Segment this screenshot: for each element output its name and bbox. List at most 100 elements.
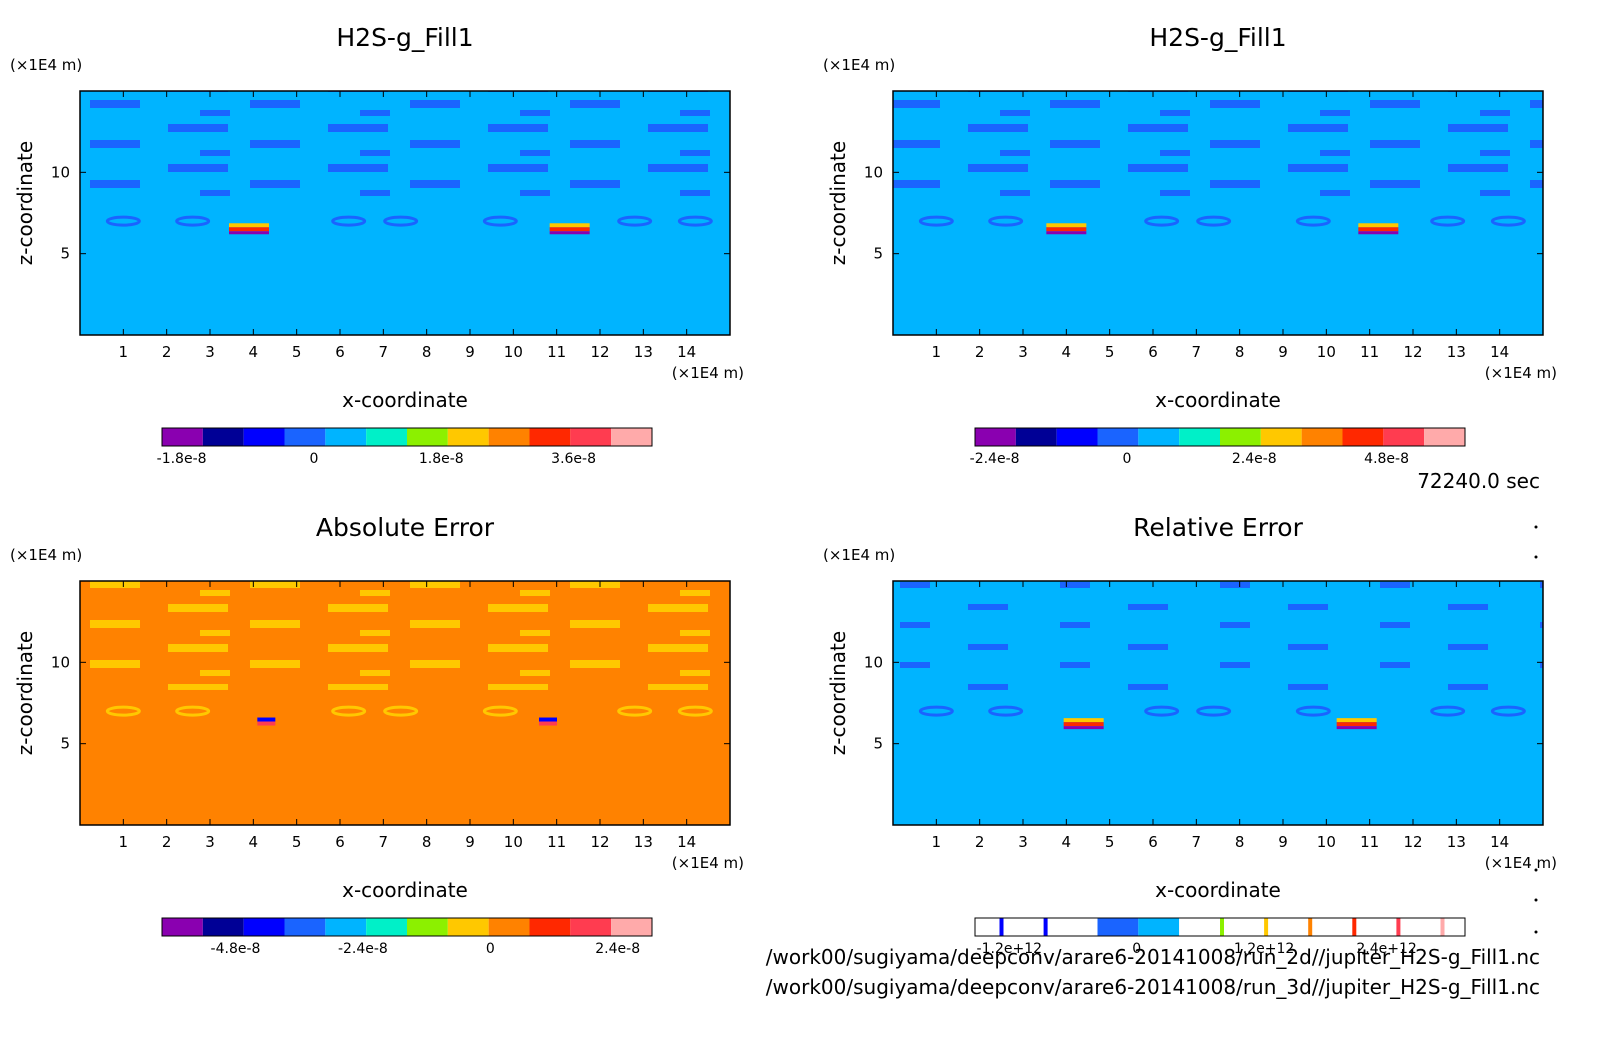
x-tick-label: 14	[677, 343, 696, 361]
x-tick-label: 11	[547, 343, 566, 361]
x-tick-label: 7	[1192, 833, 1202, 851]
contour-blob	[918, 705, 954, 717]
colorbar-swatch	[407, 918, 448, 936]
file-path-3d: /work00/sugiyama/deepconv/arare6-2014100…	[766, 975, 1540, 999]
colorbar-swatch	[1260, 428, 1302, 446]
contour-blob	[482, 215, 518, 227]
colorbar-swatch	[975, 428, 1016, 446]
x-tick-label: 13	[1447, 343, 1466, 361]
x-tick-label: 1	[119, 833, 129, 851]
colorbar-swatch	[1342, 918, 1384, 936]
contour-blob	[383, 215, 419, 227]
contour-blob	[1430, 705, 1466, 717]
x-tick-label: 6	[1148, 833, 1158, 851]
feature-hot-base	[1358, 231, 1399, 235]
colorbar-swatch	[243, 918, 285, 936]
x-tick-label: 4	[249, 343, 259, 361]
feature-hot-mid	[229, 227, 269, 232]
plot-frame	[79, 90, 731, 336]
x-axis-label: x-coordinate	[342, 878, 468, 902]
contour-blob	[677, 705, 713, 717]
colorbar-tick-label: 1.8e-8	[419, 451, 464, 467]
colorbar-tick-label: -1.2e+12	[977, 941, 1042, 957]
contour-blob	[617, 215, 653, 227]
colorbar-swatch	[1015, 428, 1057, 446]
y-unit-label: (×1E4 m)	[823, 56, 895, 74]
panel-title: H2S-g_Fill1	[336, 23, 473, 52]
feature-hot-top	[1046, 223, 1087, 228]
feature-hot-mid	[1336, 722, 1377, 727]
panel-bottom-left: Absolute Error(×1E4 m)1 2 3 4 5 6 7 8 9 10 11 12 13 1…	[10, 513, 744, 957]
x-tick-label: 9	[1278, 343, 1288, 361]
colorbar-frame	[161, 917, 653, 937]
colorbar-tick-label: 0	[309, 451, 318, 467]
contour-blob	[175, 705, 211, 717]
colorbar-swatch	[975, 918, 1016, 936]
colorbar-swatch	[488, 918, 530, 936]
x-tick-label: 3	[205, 833, 215, 851]
x-tick-label: 7	[379, 343, 389, 361]
x-tick-label: 4	[249, 833, 259, 851]
x-tick-label: 8	[1235, 343, 1245, 361]
x-tick-label: 12	[590, 343, 609, 361]
colorbar-swatch	[243, 428, 285, 446]
y-axis-label: z-coordinate	[13, 141, 37, 265]
x-tick-label: 14	[1490, 343, 1509, 361]
x-tick-label: 2	[975, 833, 985, 851]
colorbar-swatch	[1220, 428, 1261, 446]
colorbar-swatch	[1424, 918, 1465, 936]
colorbar-tick-label: 3.6e-8	[551, 451, 596, 467]
panel-top-right: H2S-g_Fill1(×1E4 m)1 2 3 4 5 6 7 8 9 10 11 12 13 1451…	[823, 23, 1557, 467]
x-tick-label: 9	[1278, 833, 1288, 851]
colorbar-swatch	[529, 428, 571, 446]
x-unit-label: (×1E4 m)	[672, 364, 744, 382]
x-tick-label: 8	[422, 833, 432, 851]
x-tick-label: 12	[1403, 343, 1422, 361]
colorbar-swatch	[1179, 918, 1220, 936]
colorbar-swatch	[1138, 428, 1180, 446]
colorbar-level-line	[1043, 918, 1048, 936]
x-tick-label: 10	[504, 833, 523, 851]
colorbar-swatch	[1301, 918, 1343, 936]
colorbar-swatch	[1220, 918, 1261, 936]
colorbar-swatch	[1260, 918, 1302, 936]
contour-blob	[1144, 705, 1180, 717]
colorbar-level-line	[1396, 918, 1401, 936]
contour-blob	[1144, 215, 1180, 227]
x-tick-label: 3	[1018, 833, 1028, 851]
colorbar-swatch	[1138, 918, 1180, 936]
feature-hot-base	[549, 231, 590, 235]
x-tick-label: 8	[1235, 833, 1245, 851]
plot-frame	[892, 580, 1544, 826]
x-tick-label: 12	[1403, 833, 1422, 851]
y-unit-label: (×1E4 m)	[10, 546, 82, 564]
contour-blob	[918, 215, 954, 227]
x-unit-label: (×1E4 m)	[1485, 854, 1557, 872]
x-tick-label: 2	[975, 343, 985, 361]
y-tick-label: 10	[864, 653, 883, 671]
x-tick-label: 5	[1105, 343, 1115, 361]
colorbar-level-line	[999, 918, 1004, 936]
x-tick-label: 13	[1447, 833, 1466, 851]
upper-bands	[893, 91, 1543, 200]
colorbar-swatch	[611, 918, 652, 936]
colorbar-frame	[974, 917, 1466, 937]
x-tick-label: 3	[205, 343, 215, 361]
upper-bands	[80, 91, 730, 200]
colorbar-tick-label: 2.4e-8	[1232, 451, 1277, 467]
colorbar-level-line	[1440, 918, 1445, 936]
x-tick-label: 10	[1317, 833, 1336, 851]
x-tick-label: 14	[1490, 833, 1509, 851]
colorbar-swatch	[447, 428, 489, 446]
feature-dipole-pos	[257, 721, 276, 726]
x-tick-label: 1	[119, 343, 129, 361]
x-tick-label: 1	[932, 833, 942, 851]
x-tick-label: 7	[379, 833, 389, 851]
feature-dipole-neg	[539, 717, 557, 722]
feature-dipole-neg	[257, 717, 276, 722]
colorbar-swatch	[447, 918, 489, 936]
colorbar-swatch	[407, 428, 448, 446]
colorbar-frame	[974, 427, 1466, 447]
x-tick-label: 6	[1148, 343, 1158, 361]
x-tick-label: 6	[335, 833, 345, 851]
